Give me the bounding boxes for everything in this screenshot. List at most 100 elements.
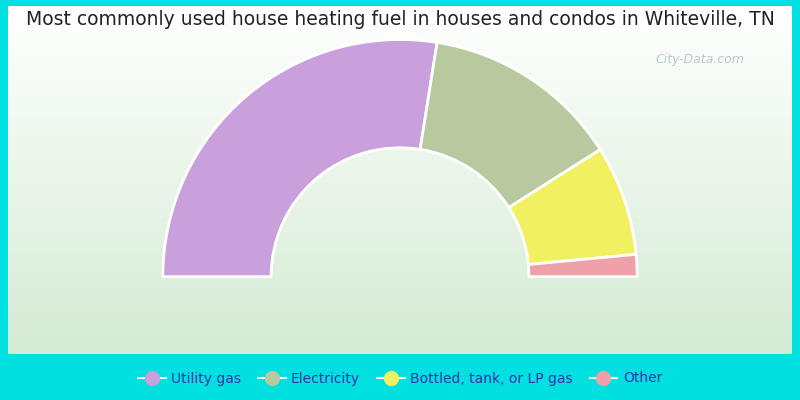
Bar: [8, 134, 792, 136]
Bar: [8, 122, 792, 125]
Bar: [8, 90, 792, 93]
Bar: [8, 252, 792, 256]
Bar: [8, 116, 792, 119]
Bar: [8, 168, 792, 171]
Bar: [8, 261, 792, 264]
Bar: [8, 142, 792, 145]
Bar: [8, 342, 792, 345]
Bar: [8, 331, 792, 334]
Bar: [8, 194, 792, 198]
Text: Most commonly used house heating fuel in houses and condos in Whiteville, TN: Most commonly used house heating fuel in…: [26, 10, 774, 29]
Bar: [8, 200, 792, 203]
Bar: [8, 224, 792, 226]
Bar: [8, 299, 792, 302]
Bar: [8, 256, 792, 258]
Bar: [8, 55, 792, 58]
Wedge shape: [528, 254, 637, 277]
Bar: [8, 29, 792, 32]
Bar: [8, 218, 792, 221]
Bar: [8, 131, 792, 134]
Bar: [8, 247, 792, 250]
Bar: [8, 232, 792, 235]
Wedge shape: [163, 40, 437, 277]
Bar: [8, 276, 792, 278]
Bar: [8, 206, 792, 209]
Bar: [8, 345, 792, 348]
Bar: [8, 87, 792, 90]
Bar: [8, 267, 792, 270]
Bar: [8, 302, 792, 305]
Bar: [8, 6, 792, 9]
Bar: [8, 64, 792, 67]
Bar: [8, 250, 792, 252]
Wedge shape: [509, 150, 636, 264]
Bar: [8, 119, 792, 122]
Bar: [8, 351, 792, 354]
Bar: [8, 238, 792, 241]
Bar: [8, 18, 792, 20]
Bar: [8, 337, 792, 340]
Bar: [8, 76, 792, 78]
Bar: [8, 282, 792, 284]
Bar: [8, 278, 792, 282]
Text: City-Data.com: City-Data.com: [655, 54, 745, 66]
Bar: [8, 136, 792, 139]
Bar: [8, 198, 792, 200]
Bar: [8, 192, 792, 194]
Bar: [8, 284, 792, 287]
Bar: [8, 145, 792, 148]
Bar: [8, 241, 792, 244]
Bar: [8, 177, 792, 180]
Bar: [8, 128, 792, 131]
Bar: [8, 212, 792, 215]
Bar: [8, 287, 792, 290]
Bar: [8, 290, 792, 293]
Bar: [8, 334, 792, 336]
Bar: [8, 35, 792, 38]
Bar: [8, 215, 792, 218]
Bar: [8, 328, 792, 331]
Bar: [8, 78, 792, 81]
Bar: [8, 229, 792, 232]
Legend: Utility gas, Electricity, Bottled, tank, or LP gas, Other: Utility gas, Electricity, Bottled, tank,…: [132, 366, 668, 391]
Bar: [8, 73, 792, 76]
Bar: [8, 203, 792, 206]
Bar: [8, 82, 792, 84]
Bar: [8, 96, 792, 99]
Bar: [8, 105, 792, 108]
Bar: [8, 273, 792, 276]
Bar: [8, 157, 792, 160]
Bar: [8, 58, 792, 61]
Bar: [8, 293, 792, 296]
Bar: [8, 160, 792, 162]
Bar: [8, 314, 792, 316]
Bar: [8, 310, 792, 314]
Bar: [8, 264, 792, 267]
Bar: [8, 270, 792, 273]
Bar: [8, 151, 792, 154]
Bar: [8, 26, 792, 29]
Bar: [8, 322, 792, 325]
Bar: [8, 84, 792, 87]
Bar: [8, 166, 792, 168]
Bar: [8, 9, 792, 12]
Bar: [8, 20, 792, 24]
Bar: [8, 325, 792, 328]
Bar: [8, 38, 792, 41]
Bar: [8, 186, 792, 189]
Bar: [8, 93, 792, 96]
Bar: [8, 183, 792, 186]
Bar: [8, 174, 792, 177]
Bar: [8, 12, 792, 15]
Bar: [8, 340, 792, 342]
Bar: [8, 50, 792, 52]
Bar: [8, 180, 792, 183]
Bar: [8, 61, 792, 64]
Bar: [8, 221, 792, 224]
Wedge shape: [420, 42, 600, 208]
Bar: [8, 110, 792, 113]
Bar: [8, 70, 792, 73]
Bar: [8, 316, 792, 319]
Bar: [8, 171, 792, 174]
Bar: [8, 113, 792, 116]
